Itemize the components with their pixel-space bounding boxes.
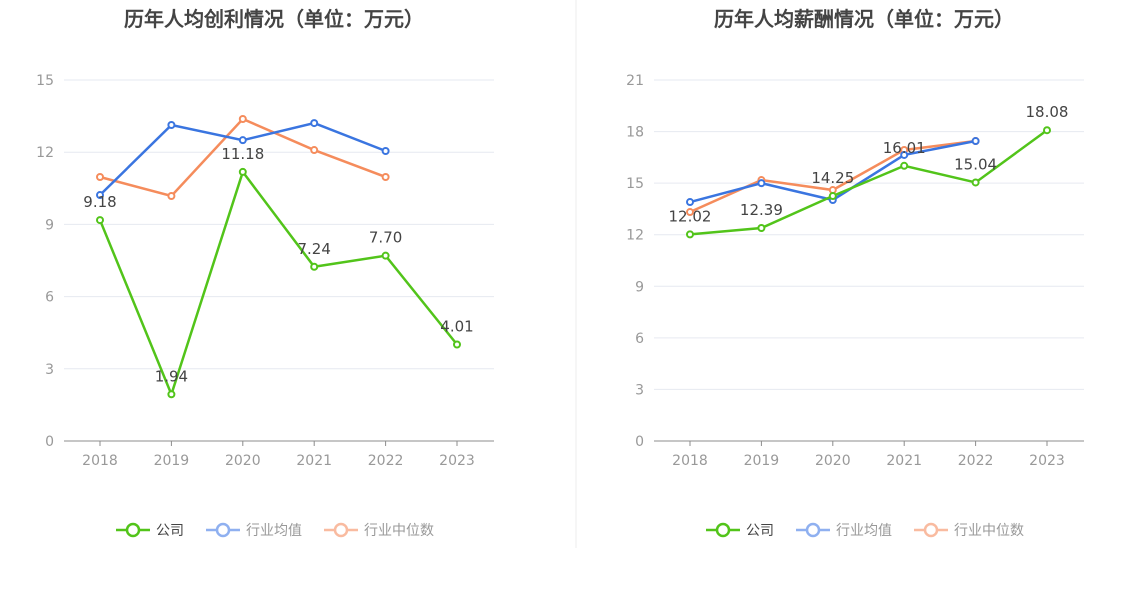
y-tick-label: 15 (626, 176, 644, 192)
y-tick-label: 15 (36, 73, 54, 89)
x-tick-label: 2018 (82, 453, 118, 469)
data-point (167, 192, 176, 201)
data-point (381, 146, 390, 155)
y-tick-label: 18 (626, 125, 644, 141)
y-tick-label: 6 (45, 290, 54, 306)
x-tick-label: 2019 (154, 453, 190, 469)
data-point (828, 192, 837, 201)
x-tick-label: 2020 (815, 453, 851, 469)
x-tick-label: 2020 (225, 453, 261, 469)
data-label: 15.04 (954, 155, 997, 173)
legend-item[interactable]: 行业中位数 (364, 523, 434, 539)
y-tick-label: 9 (45, 217, 54, 233)
x-tick-label: 2022 (368, 453, 404, 469)
data-point (686, 198, 694, 207)
x-tick-label: 2023 (439, 453, 475, 469)
data-label: 14.25 (811, 169, 854, 187)
x-tick-label: 2023 (1029, 453, 1065, 469)
data-point (238, 167, 247, 176)
data-label: 11.18 (221, 145, 264, 163)
legend-item[interactable]: 行业均值 (246, 523, 302, 539)
y-tick-label: 0 (635, 434, 644, 450)
data-point (167, 121, 176, 130)
x-tick-label: 2019 (744, 453, 780, 469)
data-point (900, 150, 909, 159)
legend-item[interactable]: 行业均值 (836, 523, 892, 539)
y-tick-label: 21 (626, 73, 644, 89)
legend-marker[interactable] (923, 522, 939, 538)
data-point (686, 230, 694, 239)
x-tick-label: 2018 (672, 453, 708, 469)
data-point (96, 191, 104, 200)
data-point (96, 172, 104, 181)
legend-marker[interactable] (215, 522, 231, 538)
data-label: 7.70 (369, 229, 402, 247)
chart-title: 历年人均薪酬情况（单位：万元） (714, 7, 1014, 31)
data-point (381, 251, 390, 260)
y-tick-label: 0 (45, 434, 54, 450)
data-point (453, 340, 461, 349)
y-tick-label: 9 (635, 279, 644, 295)
data-label: 12.39 (740, 201, 783, 219)
data-point (900, 161, 909, 170)
legend-marker[interactable] (715, 522, 731, 538)
y-tick-label: 3 (635, 382, 644, 398)
legend-item[interactable]: 公司 (746, 523, 774, 539)
legend-marker[interactable] (333, 522, 349, 538)
data-label: 18.08 (1026, 103, 1069, 121)
data-point (310, 119, 319, 128)
x-tick-label: 2021 (296, 453, 332, 469)
chart-title: 历年人均创利情况（单位：万元） (124, 7, 424, 31)
y-tick-label: 6 (635, 331, 644, 347)
data-point (686, 208, 694, 217)
y-tick-label: 12 (36, 145, 54, 161)
x-tick-label: 2022 (958, 453, 994, 469)
series-line-0 (98, 169, 458, 398)
data-point (971, 178, 980, 187)
data-label: 1.94 (155, 367, 188, 385)
x-tick-label: 2021 (886, 453, 922, 469)
data-label: 9.18 (83, 193, 116, 211)
legend-marker[interactable] (125, 522, 141, 538)
data-point (238, 114, 247, 123)
data-label: 4.01 (440, 317, 473, 335)
data-label: 16.01 (883, 139, 926, 157)
data-point (310, 262, 319, 271)
data-point (381, 172, 390, 181)
data-label: 12.02 (669, 207, 712, 225)
data-point (167, 390, 176, 399)
data-point (1043, 126, 1051, 135)
data-point (96, 216, 104, 225)
legend-item[interactable]: 公司 (156, 523, 184, 539)
y-tick-label: 3 (45, 362, 54, 378)
data-point (757, 179, 766, 188)
y-tick-label: 12 (626, 228, 644, 244)
data-point (310, 146, 319, 155)
legend-item[interactable]: 行业中位数 (954, 523, 1024, 539)
data-point (757, 224, 766, 233)
data-point (971, 137, 980, 146)
data-label: 7.24 (297, 240, 330, 258)
legend-marker[interactable] (805, 522, 821, 538)
series-line-0 (689, 129, 1048, 236)
data-point (238, 136, 247, 145)
